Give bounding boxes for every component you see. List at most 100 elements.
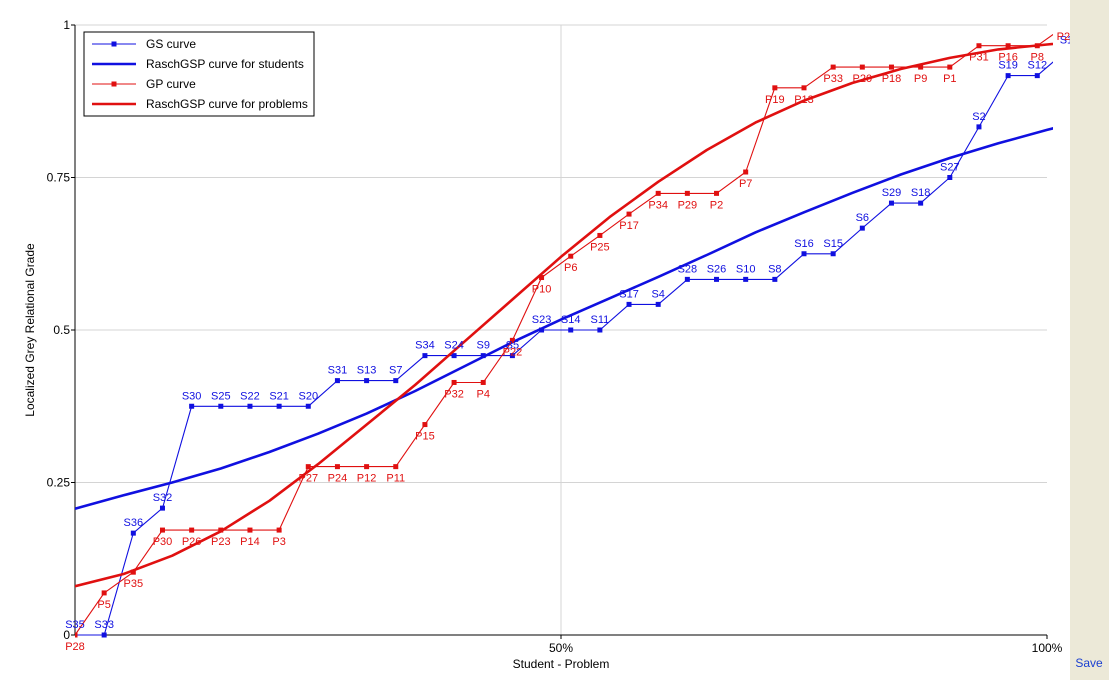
data-point-marker — [801, 251, 807, 257]
data-point-marker — [597, 232, 603, 238]
data-point-label: P7 — [739, 178, 752, 190]
data-point-label: S26 — [707, 263, 727, 275]
data-point-label: P25 — [590, 241, 610, 253]
data-point-marker — [714, 190, 720, 196]
data-point-marker — [364, 378, 370, 384]
data-point-label: S17 — [619, 288, 639, 300]
data-point-marker — [101, 632, 107, 638]
data-point-label: P10 — [532, 284, 552, 296]
save-button[interactable]: Save — [1071, 652, 1107, 674]
data-point-label: S33 — [94, 619, 114, 631]
data-point-label: P24 — [328, 473, 348, 485]
data-point-marker — [830, 251, 836, 257]
data-point-marker — [364, 464, 370, 470]
data-point-marker — [509, 353, 515, 359]
data-point-marker — [334, 464, 340, 470]
x-axis-title: Student - Problem — [513, 657, 610, 671]
data-point-label: S30 — [182, 390, 202, 402]
data-point-label: P9 — [914, 73, 927, 85]
data-point-marker — [247, 403, 253, 409]
data-point-marker — [1005, 43, 1011, 49]
data-point-label: P27 — [298, 473, 318, 485]
data-point-marker — [888, 200, 894, 206]
data-point-marker — [772, 85, 778, 91]
data-point-marker — [539, 275, 545, 281]
legend-swatch-marker — [111, 41, 117, 47]
data-point-label: P31 — [969, 52, 989, 64]
data-point-label: P13 — [794, 94, 814, 106]
series-3 — [75, 42, 1053, 588]
data-point-label: P16 — [998, 52, 1018, 64]
data-point-label: S5 — [506, 340, 519, 352]
data-point-marker — [276, 527, 282, 533]
data-point-marker — [75, 632, 78, 638]
data-point-marker — [218, 403, 224, 409]
data-point-label: S21 — [269, 390, 289, 402]
x-tick-label: 100% — [1032, 641, 1063, 655]
data-point-marker — [276, 403, 282, 409]
data-point-label: P11 — [386, 473, 405, 485]
data-point-label: S25 — [211, 390, 231, 402]
data-point-marker — [830, 64, 836, 70]
data-point-marker — [130, 530, 136, 536]
data-point-marker — [888, 64, 894, 70]
data-point-label: S13 — [357, 365, 377, 377]
data-point-label: S20 — [298, 390, 318, 402]
data-point-marker — [801, 85, 807, 91]
data-point-label: P29 — [678, 199, 698, 211]
legend-entry-label: GP curve — [146, 77, 196, 91]
data-point-marker — [597, 327, 603, 333]
data-point-label: S7 — [389, 365, 402, 377]
data-point-marker — [1064, 48, 1069, 53]
data-point-label: S18 — [911, 187, 931, 199]
data-point-label: S10 — [736, 263, 756, 275]
data-point-label: S29 — [882, 187, 902, 199]
y-axis-title: Localized Grey Relational Grade — [23, 243, 37, 417]
data-point-marker — [422, 422, 428, 428]
chart-svg: 0 0.25 0.5 0.75 1 50% 100% S35 S33 S36 S32 S30 S25 S… — [23, 18, 1070, 671]
data-point-marker — [772, 276, 778, 282]
data-point-marker — [247, 527, 253, 533]
data-point-label: P17 — [619, 220, 639, 232]
data-point-marker — [684, 276, 690, 282]
legend: GS curve RaschGSP curve for students GP cu… — [83, 31, 315, 117]
legend-entry-label: RaschGSP curve for problems — [146, 97, 308, 111]
series-0 — [75, 48, 1069, 638]
series-curve — [75, 127, 1053, 511]
data-point-label: P20 — [853, 73, 873, 85]
data-point-label: P30 — [153, 536, 173, 548]
data-point-marker — [568, 327, 574, 333]
data-point-marker — [568, 253, 574, 259]
data-point-label: S6 — [856, 212, 869, 224]
legend-entry-label: GS curve — [146, 37, 196, 51]
data-point-marker — [714, 276, 720, 282]
data-point-marker — [422, 353, 428, 359]
data-point-label: S4 — [651, 288, 664, 300]
data-point-marker — [743, 169, 749, 175]
data-point-marker — [743, 276, 749, 282]
data-point-marker — [626, 211, 632, 217]
data-point-label: S31 — [328, 365, 348, 377]
data-point-marker — [509, 337, 515, 343]
data-point-marker — [918, 64, 924, 70]
data-point-marker — [976, 43, 982, 49]
data-point-label: P21 — [1057, 31, 1070, 43]
data-point-label: S1 — [1060, 35, 1070, 47]
data-point-marker — [101, 590, 107, 596]
data-point-marker — [1064, 23, 1069, 28]
data-point-label: P23 — [211, 536, 231, 548]
data-point-label: P35 — [124, 578, 144, 590]
data-point-label: P32 — [444, 388, 464, 400]
data-point-marker — [655, 301, 661, 307]
data-point-marker — [189, 527, 195, 533]
data-point-label: P1 — [943, 73, 956, 85]
data-point-marker — [918, 200, 924, 206]
data-point-label: S12 — [1027, 60, 1047, 72]
data-point-marker — [1005, 73, 1011, 79]
data-point-label: S24 — [444, 340, 464, 352]
data-point-marker — [334, 378, 340, 384]
data-point-marker — [189, 403, 195, 409]
data-point-label: P2 — [710, 199, 723, 211]
